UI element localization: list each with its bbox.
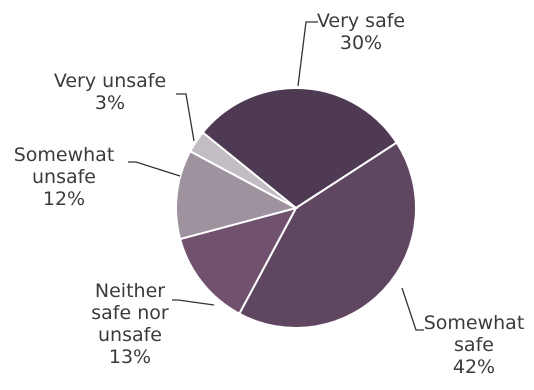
slice-label-line: safe: [454, 334, 494, 356]
slice-label-line: unsafe: [97, 324, 162, 346]
pie-slice-somewhat-unsafe: [175, 149, 299, 241]
pie-slice-very-unsafe: [188, 131, 297, 209]
leader-line-very-safe: [297, 21, 318, 87]
slice-value-label: 13%: [108, 346, 152, 368]
slice-label-neither: Neither safe nor unsafe 13%: [80, 280, 180, 368]
slice-value-label: 3%: [94, 92, 126, 114]
slice-label-line: Neither: [94, 280, 166, 302]
slice-label-very-unsafe: Very unsafe 3%: [40, 70, 180, 114]
slice-label-line: safe nor: [91, 302, 169, 324]
slice-label-line: Somewhat: [423, 312, 525, 334]
slice-value-label: 42%: [452, 356, 496, 378]
slice-label-line: unsafe: [31, 166, 96, 188]
slice-label-somewhat-unsafe: Somewhat unsafe 12%: [4, 144, 124, 210]
leader-line-neither: [172, 299, 215, 306]
slice-label-line: Very unsafe: [53, 70, 167, 92]
slice-label-line: Somewhat: [13, 144, 115, 166]
slice-value-label: 30%: [339, 32, 383, 54]
leader-line-somewhat-unsafe: [128, 161, 181, 177]
slice-label-somewhat-safe: Somewhat safe 42%: [414, 312, 534, 378]
slice-value-label: 12%: [42, 188, 86, 210]
pie-slice-neither: [178, 206, 298, 316]
pie-slice-very-safe: [201, 87, 399, 210]
leader-line-somewhat-safe: [401, 287, 424, 331]
slice-label-line: Very safe: [316, 10, 406, 32]
leader-line-very-unsafe: [176, 93, 195, 142]
pie-slice-somewhat-safe: [237, 141, 417, 329]
slice-label-very-safe: Very safe 30%: [306, 10, 416, 54]
